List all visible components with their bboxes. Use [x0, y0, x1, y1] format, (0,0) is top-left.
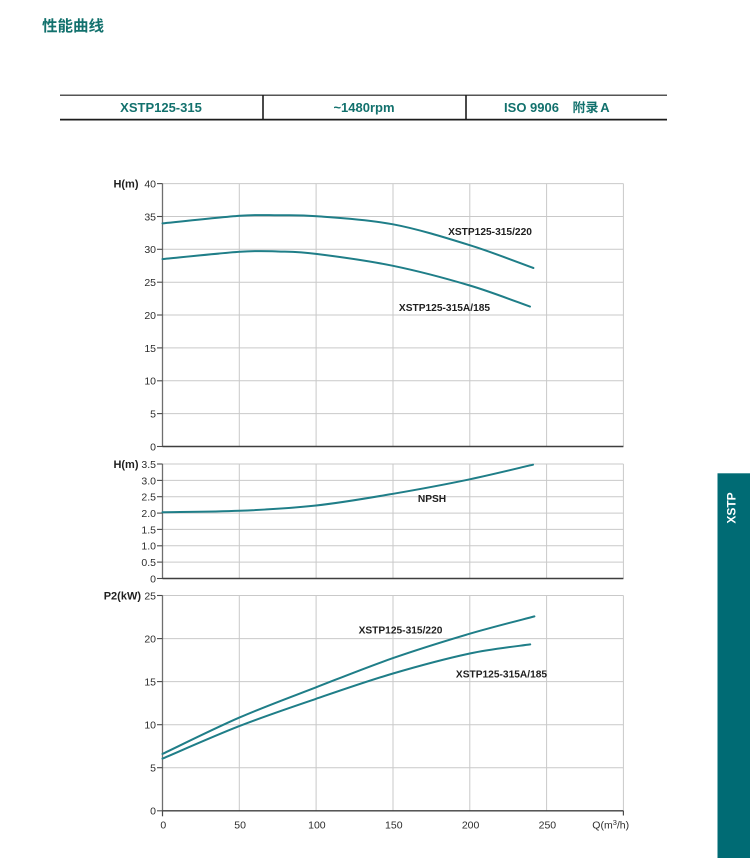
svg-text:3.5: 3.5	[141, 459, 156, 471]
svg-text:XSTP125-315/220: XSTP125-315/220	[359, 626, 443, 637]
svg-text:15: 15	[144, 677, 156, 689]
svg-text:1.0: 1.0	[141, 541, 156, 553]
svg-text:XSTP125-315A/185: XSTP125-315A/185	[456, 670, 548, 681]
svg-text:H(m): H(m)	[113, 459, 138, 471]
svg-text:H(m): H(m)	[113, 179, 138, 191]
svg-text:2.0: 2.0	[141, 508, 156, 520]
svg-text:50: 50	[234, 820, 246, 832]
svg-text:40: 40	[144, 179, 156, 191]
svg-text:250: 250	[539, 820, 557, 832]
svg-text:100: 100	[308, 820, 326, 832]
svg-text:ISO 9906: ISO 9906	[504, 100, 559, 115]
svg-text:10: 10	[144, 720, 156, 732]
svg-text:150: 150	[385, 820, 403, 832]
svg-text:20: 20	[144, 310, 156, 322]
svg-text:0: 0	[150, 573, 156, 585]
svg-text:XSTP125-315/220: XSTP125-315/220	[448, 227, 532, 238]
svg-text:0: 0	[150, 441, 156, 453]
svg-text:XSTP125-315: XSTP125-315	[120, 100, 202, 115]
svg-text:15: 15	[144, 343, 156, 355]
svg-text:5: 5	[150, 409, 156, 421]
svg-text:10: 10	[144, 376, 156, 388]
svg-text:5: 5	[150, 763, 156, 775]
svg-text:A: A	[600, 100, 610, 115]
svg-text:0: 0	[160, 820, 166, 832]
svg-text:0.5: 0.5	[141, 557, 156, 569]
svg-text:Q(m3/h): Q(m3/h)	[592, 818, 629, 832]
svg-text:1.5: 1.5	[141, 524, 156, 536]
svg-text:20: 20	[144, 634, 156, 646]
svg-text:35: 35	[144, 211, 156, 223]
svg-text:XSTP125-315A/185: XSTP125-315A/185	[399, 303, 491, 314]
svg-text:P2(kW): P2(kW)	[104, 590, 142, 602]
svg-text:25: 25	[144, 277, 156, 289]
svg-text:~1480rpm: ~1480rpm	[333, 100, 394, 115]
svg-text:25: 25	[144, 590, 156, 602]
svg-text:NPSH: NPSH	[418, 494, 446, 505]
svg-text:200: 200	[462, 820, 480, 832]
svg-text:2.5: 2.5	[141, 492, 156, 504]
svg-text:30: 30	[144, 244, 156, 256]
svg-text:3.0: 3.0	[141, 475, 156, 487]
svg-text:0: 0	[150, 806, 156, 818]
svg-text:XSTP: XSTP	[725, 492, 739, 523]
